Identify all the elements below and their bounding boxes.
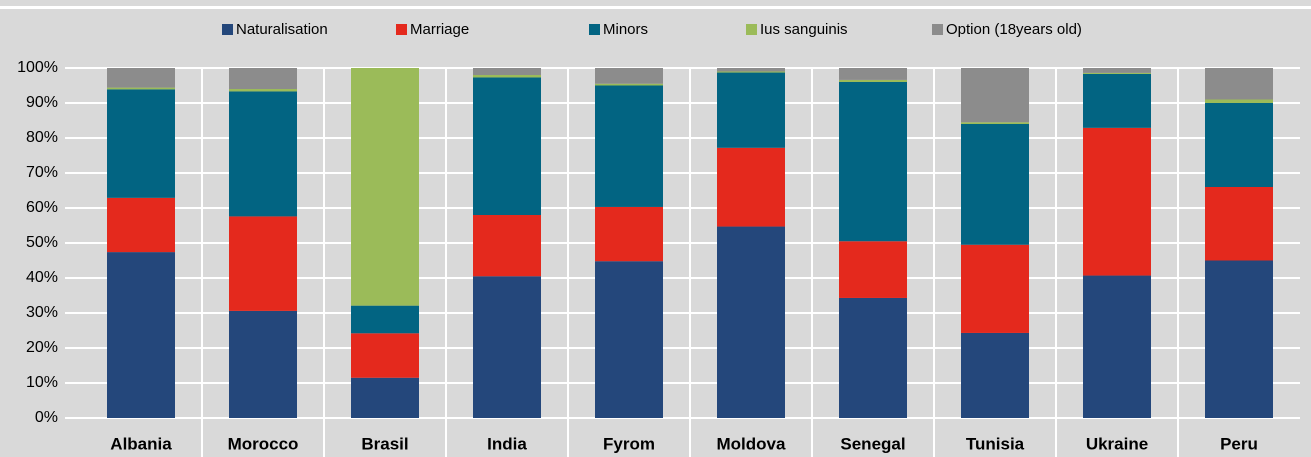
bar-segment: [839, 241, 907, 298]
bar-segment: [351, 68, 419, 306]
bar-segment: [229, 216, 297, 311]
bar-segment: [229, 68, 297, 89]
bar-segment: [107, 87, 175, 90]
y-tick-label: 20%: [26, 339, 58, 356]
bar-segment: [717, 147, 785, 227]
bar-segment: [107, 68, 175, 88]
x-tick-label: Ukraine: [1086, 434, 1148, 453]
y-tick-label: 0%: [35, 409, 58, 426]
x-tick-label: Albania: [110, 434, 172, 453]
x-tick-label: Fyrom: [603, 434, 655, 453]
y-tick-label: 10%: [26, 374, 58, 391]
legend-swatch: [396, 24, 407, 35]
bar-segment: [839, 82, 907, 242]
bar-segment: [717, 71, 785, 73]
bar-segment: [351, 377, 419, 418]
legend-label: Option (18years old): [946, 21, 1082, 38]
bar-segment: [839, 79, 907, 82]
bar-segment: [839, 297, 907, 418]
legend-swatch: [589, 24, 600, 35]
y-tick-label: 30%: [26, 304, 58, 321]
legend-label: Naturalisation: [236, 21, 328, 38]
y-tick-label: 70%: [26, 164, 58, 181]
legend-swatch: [746, 24, 757, 35]
x-tick-label: Morocco: [228, 434, 299, 453]
bar-segment: [1083, 275, 1151, 418]
bar-segment: [473, 215, 541, 277]
x-tick-label: Peru: [1220, 434, 1258, 453]
legend-label: Marriage: [410, 21, 469, 38]
bar-segment: [1083, 127, 1151, 276]
bar-segment: [1205, 99, 1273, 103]
bar-segment: [595, 261, 663, 418]
bar-segment: [107, 89, 175, 198]
x-tick-label: India: [487, 434, 527, 453]
bar-segment: [229, 310, 297, 418]
bar-segment: [1205, 103, 1273, 187]
bar-segment: [1205, 68, 1273, 100]
legend-label: Minors: [603, 21, 648, 38]
y-tick-label: 80%: [26, 129, 58, 146]
bar-segment: [595, 206, 663, 262]
y-tick-label: 100%: [17, 59, 58, 76]
bar-segment: [961, 332, 1029, 418]
bar-segment: [595, 68, 663, 84]
bar-segment: [229, 89, 297, 92]
bar-segment: [961, 122, 1029, 124]
bar-segment: [473, 68, 541, 75]
bar-segment: [229, 91, 297, 217]
bar-segment: [717, 226, 785, 418]
bar-segment: [1205, 187, 1273, 261]
bar-segment: [961, 68, 1029, 123]
y-tick-label: 50%: [26, 234, 58, 251]
bar-segment: [1083, 68, 1151, 73]
bar-segment: [961, 244, 1029, 333]
x-tick-label: Senegal: [840, 434, 905, 453]
y-tick-label: 60%: [26, 199, 58, 216]
y-tick-label: 90%: [26, 94, 58, 111]
bar-segment: [351, 333, 419, 378]
top-rule: [0, 6, 1311, 9]
bar-segment: [473, 75, 541, 78]
bar-segment: [839, 68, 907, 80]
x-tick-label: Moldova: [717, 434, 786, 453]
bar-segment: [1083, 73, 1151, 128]
bar-segment: [107, 197, 175, 253]
y-tick-label: 40%: [26, 269, 58, 286]
bar-segment: [717, 68, 785, 72]
bar-segment: [473, 276, 541, 418]
bar-segment: [1205, 260, 1273, 418]
legend-label: Ius sanguinis: [760, 21, 848, 38]
bar-segment: [473, 77, 541, 215]
bar-segment: [107, 252, 175, 418]
bar-segment: [961, 124, 1029, 245]
x-tick-label: Tunisia: [966, 434, 1025, 453]
bar-segment: [595, 85, 663, 207]
bar-segment: [595, 83, 663, 86]
bar-segment: [1083, 72, 1151, 74]
legend-swatch: [932, 24, 943, 35]
x-tick-label: Brasil: [361, 434, 408, 453]
legend-swatch: [222, 24, 233, 35]
bar-segment: [351, 305, 419, 334]
bar-segment: [717, 72, 785, 148]
